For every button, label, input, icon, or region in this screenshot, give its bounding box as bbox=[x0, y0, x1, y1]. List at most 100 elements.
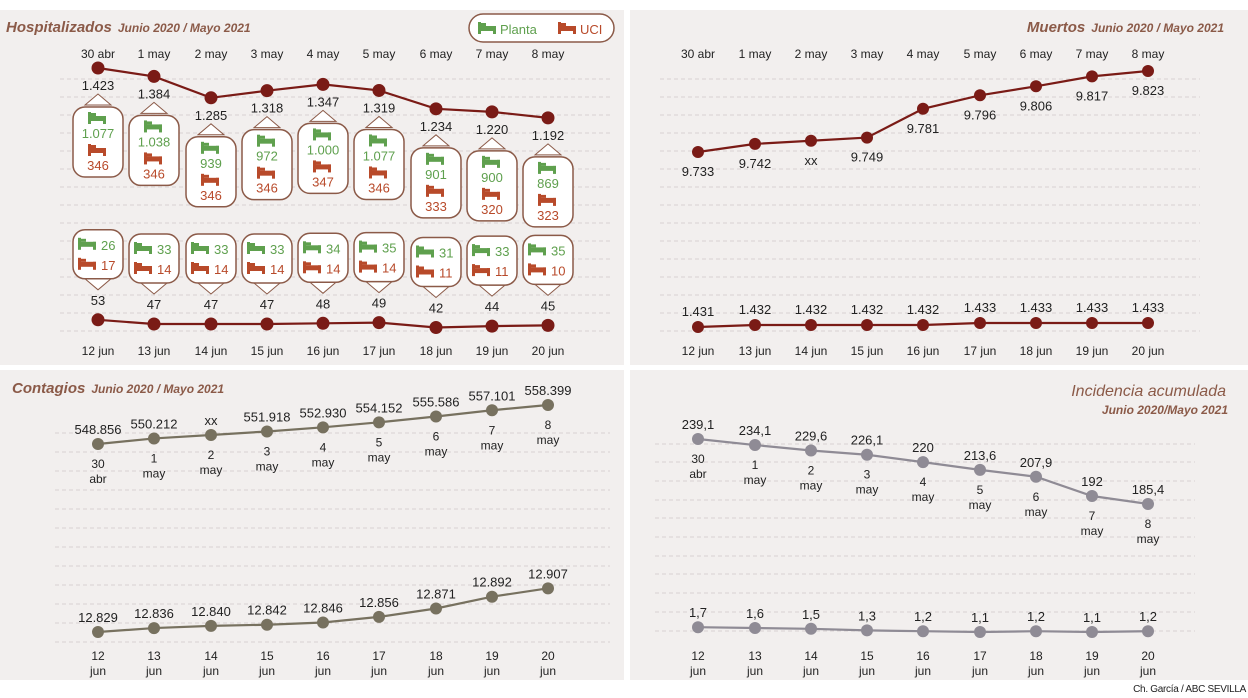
bed-headboard bbox=[482, 187, 485, 200]
pointer-up bbox=[364, 115, 394, 128]
legend: Planta UCI bbox=[468, 13, 615, 43]
x-tick-bottom-day: 14 bbox=[204, 649, 218, 663]
bed-leg bbox=[497, 191, 500, 200]
x-tick-bottom-month: jun bbox=[746, 664, 763, 678]
data-point bbox=[749, 622, 761, 634]
data-point bbox=[429, 321, 443, 334]
data-label-bottom: 1,1 bbox=[1083, 610, 1101, 625]
x-tick-bottom: 15 jun bbox=[251, 344, 284, 358]
bed-icon bbox=[359, 240, 377, 253]
data-point bbox=[1142, 317, 1154, 329]
bed-pillow bbox=[81, 258, 86, 262]
data-label-top: 1.319 bbox=[363, 100, 396, 115]
bed-leg bbox=[272, 138, 275, 147]
bed-pillow bbox=[429, 153, 434, 157]
x-tick-top-month: may bbox=[368, 450, 391, 464]
data-label-bottom: 1.432 bbox=[851, 302, 884, 317]
x-tick-top-month: may bbox=[1025, 505, 1048, 519]
bed-pillow bbox=[316, 129, 321, 133]
bed-pillow bbox=[260, 135, 265, 139]
data-point bbox=[485, 105, 499, 119]
x-tick-bottom-day: 16 bbox=[916, 649, 930, 663]
bed-pillow bbox=[91, 113, 96, 116]
x-tick-bottom-day: 12 bbox=[691, 649, 705, 663]
data-point bbox=[692, 433, 704, 445]
data-label-bottom: 1.432 bbox=[907, 302, 940, 317]
bed-icon bbox=[257, 166, 275, 179]
planta-value: 1.000 bbox=[307, 142, 340, 157]
uci-value: 14 bbox=[326, 261, 340, 276]
bed-icon bbox=[303, 261, 321, 274]
data-point bbox=[974, 317, 986, 329]
data-point bbox=[317, 421, 329, 434]
data-point bbox=[805, 444, 817, 457]
bed-mattress bbox=[481, 26, 496, 31]
chart-subtitle: Junio 2020/Mayo 2021 bbox=[1102, 403, 1228, 417]
data-point bbox=[917, 625, 929, 638]
bed-headboard bbox=[528, 263, 531, 276]
chart-title: Hospitalizados bbox=[6, 19, 112, 36]
data-point bbox=[541, 111, 555, 125]
bed-pillow bbox=[250, 243, 255, 246]
uci-value: 14 bbox=[214, 262, 228, 277]
pointer-up bbox=[421, 134, 451, 147]
data-label-top: 207,9 bbox=[1020, 455, 1053, 470]
pointer-up bbox=[196, 123, 226, 136]
bed-pillow bbox=[260, 167, 265, 171]
x-tick-top: 3 may bbox=[851, 47, 884, 61]
pointer-up bbox=[139, 101, 169, 114]
bed-icon bbox=[426, 152, 444, 165]
data-point bbox=[749, 319, 761, 331]
planta-value: 1.038 bbox=[138, 134, 171, 149]
x-tick-top: 30 abr bbox=[81, 47, 115, 61]
x-tick-bottom: 16 jun bbox=[907, 344, 940, 358]
bed-headboard bbox=[426, 152, 429, 165]
data-point bbox=[317, 616, 329, 629]
x-tick-top: 7 may bbox=[476, 47, 509, 61]
bed-pillow bbox=[372, 167, 377, 171]
contagios-chart: Contagios Junio 2020 / Mayo 2021 548.856 30… bbox=[12, 380, 610, 678]
bed-mattress bbox=[194, 266, 209, 271]
bed-headboard bbox=[478, 22, 481, 34]
data-label-bottom: 1.433 bbox=[1076, 300, 1109, 315]
data-point bbox=[372, 83, 386, 97]
bed-icon bbox=[201, 141, 219, 154]
bed-pillow bbox=[137, 263, 142, 266]
data-point bbox=[147, 69, 161, 83]
bed-leg bbox=[384, 138, 387, 147]
bed-icon bbox=[482, 155, 500, 168]
data-label-bottom: 47 bbox=[147, 297, 161, 312]
bed-headboard bbox=[472, 244, 475, 257]
x-tick-bottom: 14 jun bbox=[195, 344, 228, 358]
bed-pillow bbox=[419, 246, 424, 250]
x-tick-bottom: 13 jun bbox=[138, 344, 171, 358]
bed-mattress bbox=[429, 156, 444, 162]
data-label-top: 552.930 bbox=[300, 405, 347, 420]
x-tick-bottom-month: jun bbox=[689, 664, 706, 678]
bed-headboard bbox=[201, 141, 204, 154]
x-tick-top-day: 6 bbox=[433, 429, 440, 443]
data-point bbox=[91, 313, 105, 327]
uci-value: 333 bbox=[425, 199, 447, 214]
x-tick-top: 6 may bbox=[420, 47, 453, 61]
bed-mattress bbox=[419, 249, 434, 255]
data-point bbox=[917, 456, 929, 469]
data-label-bottom: 1.432 bbox=[739, 302, 772, 317]
bed-mattress bbox=[485, 191, 500, 197]
bed-icon bbox=[538, 193, 556, 206]
x-tick-top: 5 may bbox=[964, 47, 997, 61]
data-point bbox=[749, 137, 761, 150]
x-tick-bottom-day: 20 bbox=[541, 649, 555, 663]
bed-mattress bbox=[204, 177, 219, 183]
data-label-bottom: 45 bbox=[541, 298, 555, 313]
uci-value: 346 bbox=[200, 188, 222, 203]
data-point bbox=[917, 319, 929, 331]
uci-value: 17 bbox=[101, 258, 115, 273]
bed-icon bbox=[303, 241, 321, 254]
data-label-bottom: 12.892 bbox=[472, 575, 512, 590]
bed-leg bbox=[103, 116, 106, 124]
bottom-box bbox=[410, 236, 462, 288]
bed-mattress bbox=[260, 170, 275, 176]
bed-leg bbox=[328, 164, 331, 173]
uci-value: 14 bbox=[157, 262, 171, 277]
